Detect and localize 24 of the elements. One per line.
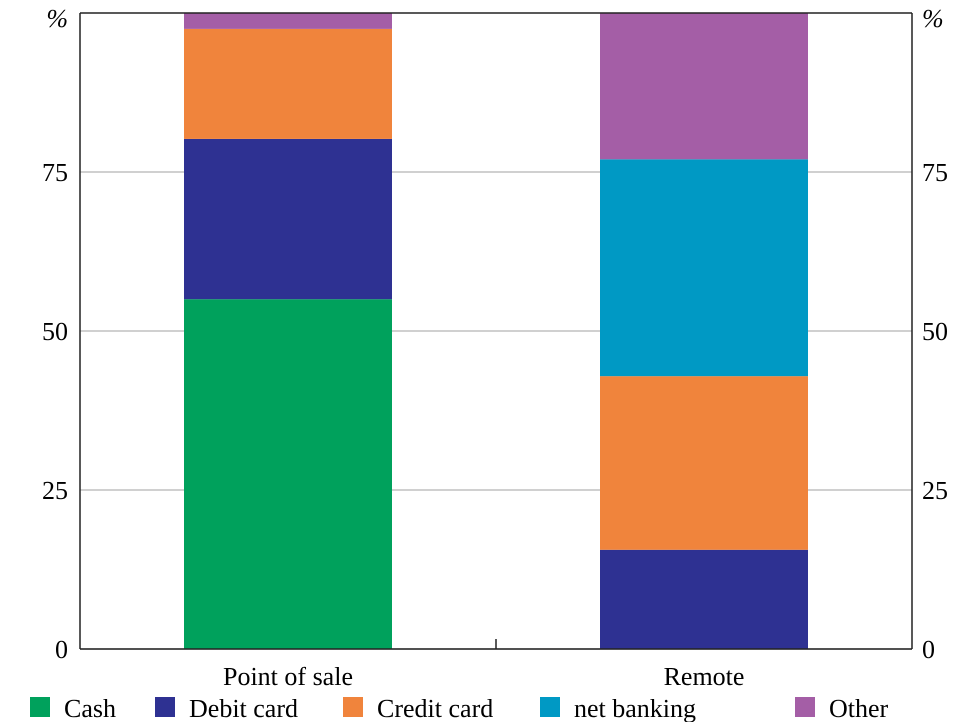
y-tick-label: 75 [42, 158, 68, 188]
bar [184, 13, 392, 29]
y-axis-title: % [46, 4, 68, 33]
bar [600, 376, 808, 550]
bar [600, 159, 808, 376]
y-tick-label: 50 [42, 317, 68, 346]
bar [184, 28, 392, 139]
y2-tick-label: 0 [922, 635, 935, 664]
y2-tick-label: 50 [922, 317, 948, 346]
y2-axis-title: % [922, 4, 944, 33]
bar [184, 299, 392, 649]
legend-label: Debit card [189, 694, 298, 722]
bar [600, 13, 808, 160]
x-tick-label: Point of sale [223, 662, 353, 691]
y2-tick-label: 75 [922, 158, 948, 188]
legend-label: Other [829, 694, 889, 722]
y-tick-label: 0 [55, 635, 68, 664]
x-tick-label: Remote [664, 662, 744, 691]
y-tick-label: 25 [42, 476, 68, 506]
legend-label: Credit card [377, 694, 494, 722]
bar [600, 550, 808, 649]
legend-label: Cash [64, 694, 116, 722]
bar [184, 138, 392, 300]
y2-tick-label: 25 [922, 476, 948, 506]
